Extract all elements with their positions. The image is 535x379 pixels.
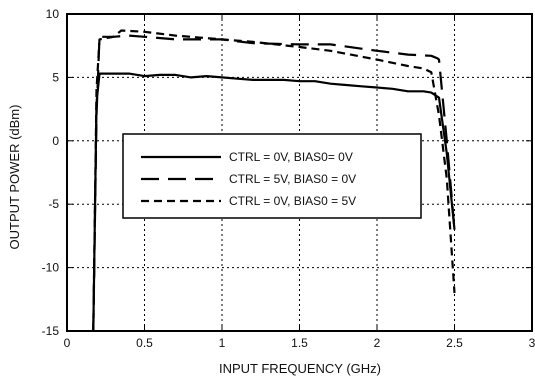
x-axis-label: INPUT FREQUENCY (GHz) <box>219 361 381 376</box>
x-tick-label: 1 <box>219 336 226 350</box>
series-group <box>92 29 456 332</box>
x-tick-label: 1.5 <box>291 336 308 350</box>
legend-label-1: CTRL = 0V, BIAS0= 0V <box>229 150 353 164</box>
y-axis-label: OUTPUT POWER (dBm) <box>7 105 22 250</box>
y-tick-label: 10 <box>46 7 60 21</box>
x-tick-label: 0 <box>64 336 71 350</box>
y-tick-label: -10 <box>42 261 60 275</box>
tick-group: 0 0.5 1 1.5 2 2.5 3 -15 -10 -5 0 5 10 <box>42 7 535 350</box>
y-tick-label: -15 <box>42 324 60 338</box>
y-tick-label: 0 <box>52 134 59 148</box>
legend-label-2: CTRL = 5V, BIAS0 = 0V <box>229 172 356 186</box>
series-line-3 <box>92 29 456 332</box>
legend-box <box>122 133 422 219</box>
x-tick-label: 2 <box>374 336 381 350</box>
y-tick-label: 5 <box>52 70 59 84</box>
series-line-1 <box>92 72 456 332</box>
legend-label-3: CTRL = 0V, BIAS0 = 5V <box>229 194 356 208</box>
y-tick-label: -5 <box>48 197 59 211</box>
x-tick-label: 3 <box>529 336 535 350</box>
legend: CTRL = 0V, BIAS0= 0V CTRL = 5V, BIAS0 = 0… <box>122 133 422 219</box>
x-tick-label: 2.5 <box>446 336 463 350</box>
x-tick-label: 0.5 <box>136 336 153 350</box>
